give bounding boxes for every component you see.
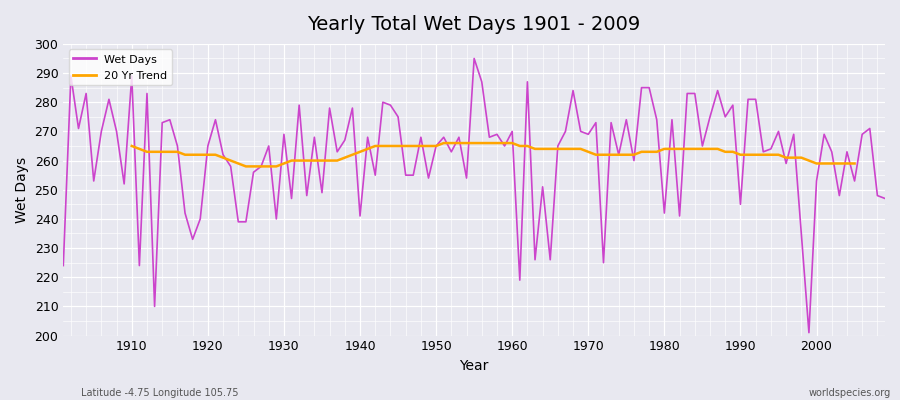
20 Yr Trend (438, 141, 449, 146)
Wet Days (286, 196, 297, 201)
Wet Days (58, 263, 68, 268)
Text: worldspecies.org: worldspecies.org (809, 388, 891, 398)
Wet Days (507, 129, 517, 134)
Legend: Wet Days, 20 Yr Trend: Wet Days, 20 Yr Trend (68, 50, 172, 86)
Text: Latitude -4.75 Longitude 105.75: Latitude -4.75 Longitude 105.75 (81, 388, 239, 398)
Y-axis label: Wet Days: Wet Days (15, 157, 29, 223)
20 Yr Trend (507, 141, 517, 146)
20 Yr Trend (454, 141, 464, 146)
20 Yr Trend (225, 158, 236, 163)
Line: Wet Days: Wet Days (63, 58, 885, 333)
Wet Days (879, 196, 890, 201)
Wet Days (804, 330, 814, 335)
20 Yr Trend (126, 144, 137, 148)
Wet Days (606, 120, 616, 125)
Wet Days (469, 56, 480, 61)
Wet Days (515, 278, 526, 282)
20 Yr Trend (804, 158, 814, 163)
Title: Yearly Total Wet Days 1901 - 2009: Yearly Total Wet Days 1901 - 2009 (308, 15, 641, 34)
Line: 20 Yr Trend: 20 Yr Trend (131, 143, 855, 166)
20 Yr Trend (529, 146, 540, 151)
Wet Days (332, 150, 343, 154)
20 Yr Trend (240, 164, 251, 169)
X-axis label: Year: Year (460, 359, 489, 373)
20 Yr Trend (339, 155, 350, 160)
20 Yr Trend (850, 161, 860, 166)
Wet Days (119, 182, 130, 186)
